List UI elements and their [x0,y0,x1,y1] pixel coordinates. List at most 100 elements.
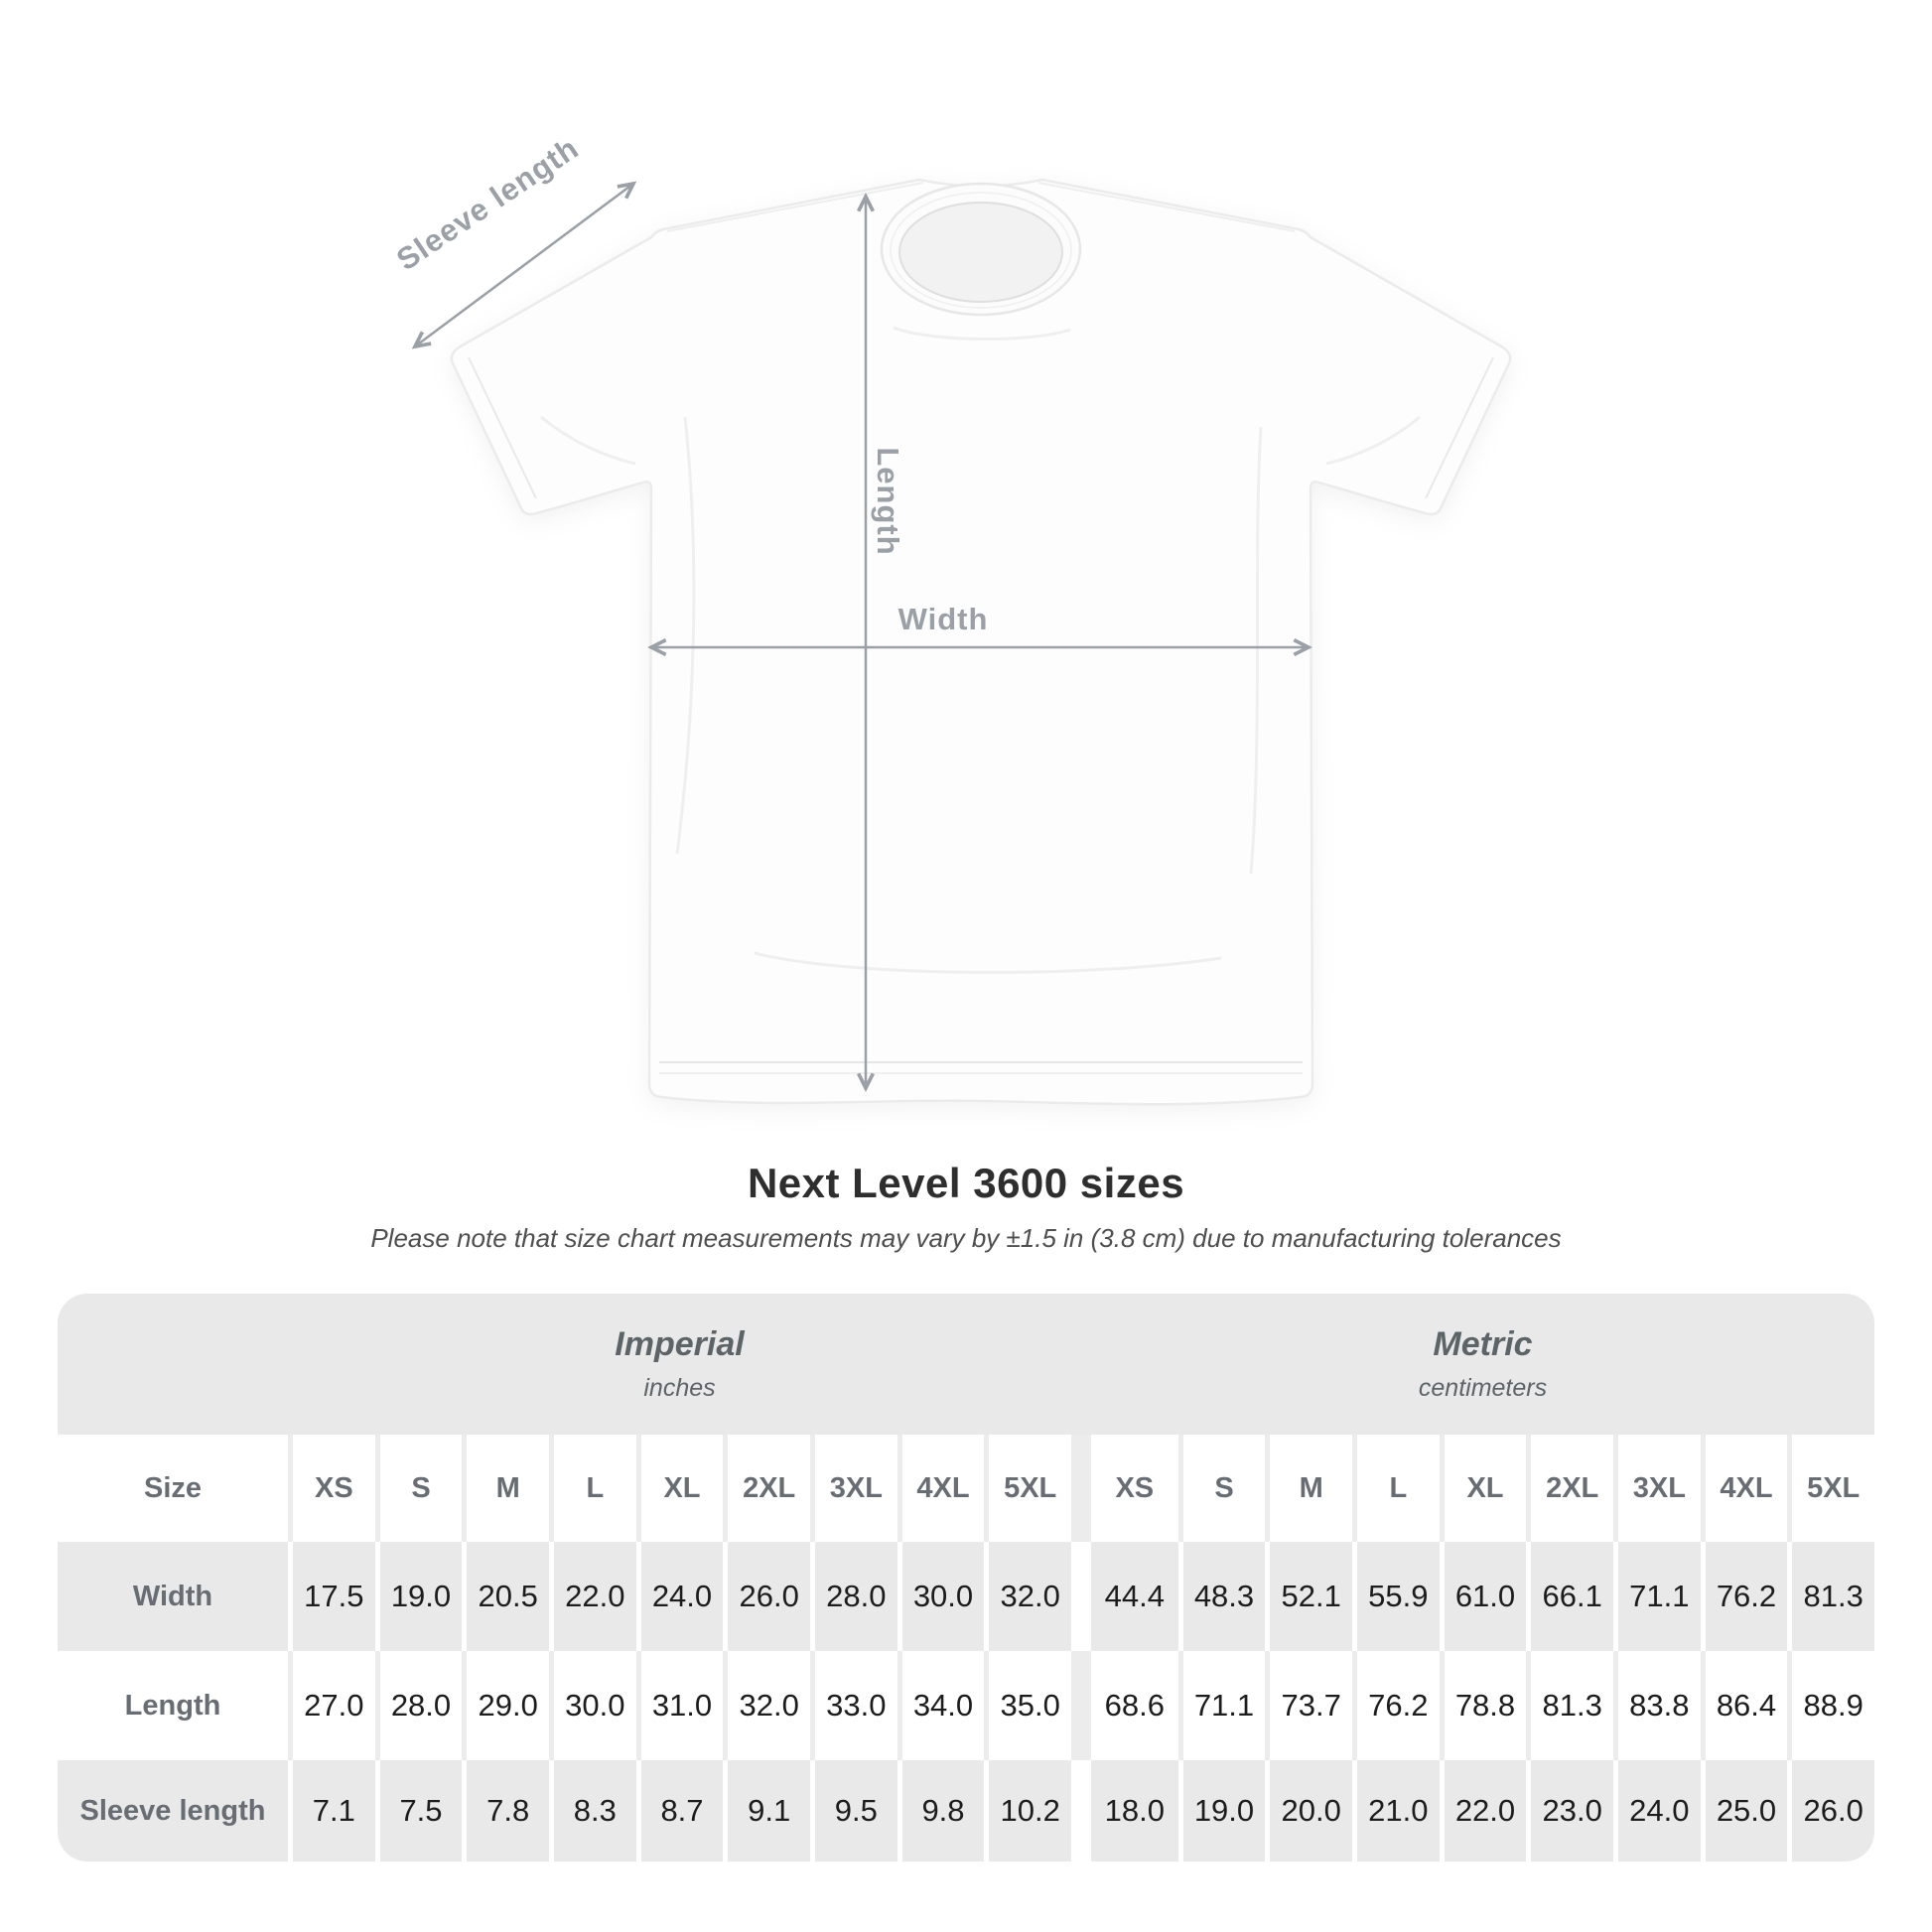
width-value: 66.1 [1526,1542,1613,1651]
width-value: 55.9 [1351,1542,1440,1651]
sleeve-value: 7.1 [288,1760,375,1862]
length-value: 34.0 [897,1651,985,1760]
size-col-header: XL [1439,1435,1527,1542]
group-divider [1070,1435,1091,1542]
length-value: 73.7 [1265,1651,1352,1760]
tshirt-diagram: Sleeve length Length Width [390,130,1512,1106]
width-value: 30.0 [897,1542,985,1651]
tshirt-collar [880,182,1082,317]
width-value: 71.1 [1612,1542,1701,1651]
group-divider [1070,1651,1091,1760]
size-col-header: 2XL [1526,1435,1613,1542]
width-value: 61.0 [1439,1542,1527,1651]
imperial-label: Imperial [615,1325,745,1363]
width-value: 44.4 [1104,1579,1165,1613]
sleeve-value: 19.0 [1177,1760,1266,1862]
measurement-lines [415,184,1309,1088]
size-col-header: 5XL [984,1435,1071,1542]
imperial-unit: inches [643,1374,716,1402]
metric-label: Metric [1433,1325,1533,1363]
page-title: Next Level 3600 sizes [747,1160,1185,1206]
group-divider [1070,1760,1091,1862]
size-col-header: S [374,1435,463,1542]
width-value: 20.5 [462,1542,549,1651]
width-value: 48.3 [1177,1542,1266,1651]
length-label: Length [871,447,905,555]
width-row: Width 17.5 19.0 20.5 22.0 24.0 26.0 28.0… [58,1542,1874,1651]
row-label: Length [124,1689,221,1722]
tshirt-svg: Sleeve length Length Width [390,130,1512,1106]
size-col-header: XS [1115,1471,1155,1504]
width-label: Width [898,602,989,636]
length-value: 76.2 [1351,1651,1440,1760]
sleeve-value: 7.5 [374,1760,463,1862]
length-value: 71.1 [1177,1651,1266,1760]
group-divider [1070,1542,1091,1651]
width-value: 28.0 [809,1542,897,1651]
size-header-row: Size XS S M L XL 2XL 3XL 4XL 5XL XS S M … [58,1435,1874,1542]
metric-group-header: Metric centimeters [1091,1294,1874,1435]
length-value: 35.0 [984,1651,1071,1760]
length-value: 31.0 [635,1651,724,1760]
length-value: 81.3 [1526,1651,1613,1760]
tshirt-shape [450,178,1512,1106]
length-value: 68.6 [1104,1688,1165,1723]
sleeve-value: 22.0 [1439,1760,1527,1862]
width-value: 22.0 [548,1542,636,1651]
size-col-header: M [1265,1435,1352,1542]
sleeve-value: 18.0 [1104,1793,1165,1828]
imperial-group-header: Imperial inches [288,1294,1071,1435]
sleeve-value: 8.7 [635,1760,724,1862]
length-value: 29.0 [462,1651,549,1760]
unit-group-header-row: Imperial inches Metric centimeters [58,1294,1874,1435]
length-value: 32.0 [723,1651,810,1760]
sleeve-length-arrow [415,184,633,346]
tolerance-note: Please note that size chart measurements… [370,1223,1562,1253]
size-col-header: 4XL [1700,1435,1788,1542]
band-corner-cell [58,1294,288,1435]
sleeve-value: 9.1 [723,1760,810,1862]
length-value: 28.0 [374,1651,463,1760]
length-row: Length 27.0 28.0 29.0 30.0 31.0 32.0 33.… [58,1651,1874,1760]
sleeve-value: 26.0 [1787,1760,1874,1862]
size-col-header: 2XL [723,1435,810,1542]
length-value: 27.0 [288,1651,375,1760]
size-col-header: L [548,1435,636,1542]
sleeve-value: 9.5 [809,1760,897,1862]
sleeve-value: 10.2 [984,1760,1071,1862]
sleeve-length-row: Sleeve length 7.1 7.5 7.8 8.3 8.7 9.1 9.… [58,1760,1874,1862]
sleeve-value: 25.0 [1700,1760,1788,1862]
size-col-header: M [462,1435,549,1542]
length-value: 88.9 [1787,1651,1874,1760]
size-col-header: 5XL [1787,1435,1874,1542]
sleeve-value: 24.0 [1612,1760,1701,1862]
width-value: 17.5 [288,1542,375,1651]
metric-unit: centimeters [1418,1374,1548,1402]
sleeve-value: 8.3 [548,1760,636,1862]
length-value: 33.0 [809,1651,897,1760]
length-value: 78.8 [1439,1651,1527,1760]
width-value: 24.0 [635,1542,724,1651]
tshirt-wrinkles [468,182,1494,1074]
sleeve-length-label: Sleeve length [390,130,585,277]
width-value: 26.0 [723,1542,810,1651]
sleeve-value: 21.0 [1351,1760,1440,1862]
size-col-header: 3XL [1612,1435,1701,1542]
length-value: 86.4 [1700,1651,1788,1760]
row-label: Sleeve length [79,1794,266,1827]
width-value: 19.0 [374,1542,463,1651]
size-col-header: S [1177,1435,1266,1542]
sleeve-value: 20.0 [1265,1760,1352,1862]
sleeve-value: 23.0 [1526,1760,1613,1862]
width-value: 76.2 [1700,1542,1788,1651]
width-value: 32.0 [984,1542,1071,1651]
size-col-header: XS [288,1435,375,1542]
size-col-header: 4XL [897,1435,985,1542]
sleeve-value: 9.8 [897,1760,985,1862]
band-gap [1071,1294,1091,1435]
size-header-label: Size [143,1471,203,1504]
size-col-header: L [1351,1435,1440,1542]
size-col-header: XL [635,1435,724,1542]
size-col-header: 3XL [809,1435,897,1542]
